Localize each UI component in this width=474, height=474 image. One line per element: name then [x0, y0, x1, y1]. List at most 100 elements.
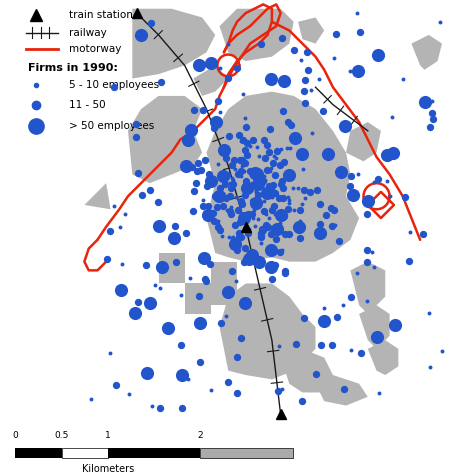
Point — [208, 386, 215, 394]
Point — [195, 62, 202, 69]
Point — [427, 363, 434, 371]
Point — [229, 181, 237, 188]
Point — [212, 118, 220, 126]
Point — [301, 187, 308, 194]
Point — [238, 201, 246, 208]
Point — [219, 172, 227, 180]
Point — [239, 91, 247, 98]
Point — [313, 187, 320, 194]
Point — [204, 211, 212, 219]
Point — [251, 198, 258, 206]
Point — [286, 230, 293, 237]
Point — [226, 192, 234, 200]
Point — [317, 341, 324, 349]
Point — [428, 97, 435, 105]
Point — [199, 196, 207, 203]
Point — [216, 184, 223, 192]
Point — [266, 243, 274, 251]
Point — [320, 304, 328, 312]
Point — [273, 236, 280, 243]
Point — [233, 353, 240, 360]
Polygon shape — [193, 65, 228, 96]
Point — [375, 389, 383, 397]
Point — [301, 195, 309, 202]
Polygon shape — [211, 262, 237, 305]
Point — [228, 235, 236, 242]
Point — [292, 340, 300, 347]
Point — [224, 40, 231, 48]
Point — [125, 391, 133, 398]
Point — [211, 192, 219, 200]
Point — [238, 162, 246, 170]
Point — [260, 186, 267, 194]
Point — [299, 200, 306, 208]
Point — [259, 227, 266, 234]
Point — [294, 220, 301, 228]
Point — [232, 165, 239, 173]
Point — [290, 207, 297, 214]
Point — [267, 75, 275, 82]
Polygon shape — [411, 35, 442, 70]
Point — [233, 389, 241, 397]
Point — [186, 274, 194, 282]
Point — [286, 145, 294, 152]
Point — [137, 31, 145, 39]
Point — [253, 188, 260, 196]
Bar — [15, 448, 62, 458]
Point — [257, 40, 265, 47]
Point — [230, 156, 238, 164]
Text: 5 - 10 employees: 5 - 10 employees — [69, 80, 159, 90]
Text: 11 - 50: 11 - 50 — [69, 100, 106, 109]
Point — [234, 206, 242, 214]
Point — [337, 168, 345, 175]
Point — [265, 214, 273, 222]
Point — [281, 267, 289, 274]
Point — [249, 137, 256, 144]
Point — [236, 214, 244, 222]
Point — [346, 67, 354, 74]
Point — [271, 189, 279, 197]
Point — [217, 319, 225, 327]
Polygon shape — [219, 9, 294, 61]
Point — [199, 106, 207, 114]
Point — [172, 222, 179, 230]
Point — [190, 107, 198, 114]
Point — [242, 191, 249, 199]
Point — [354, 68, 361, 75]
Point — [254, 175, 261, 183]
Point — [383, 177, 391, 184]
Point — [135, 298, 142, 305]
Text: Kilometers: Kilometers — [82, 464, 134, 474]
Text: 0: 0 — [12, 431, 18, 440]
Point — [110, 83, 118, 91]
Point — [370, 178, 378, 185]
Point — [241, 244, 248, 252]
Point — [255, 153, 263, 160]
Point — [280, 212, 288, 220]
Point — [276, 248, 283, 256]
Point — [228, 161, 236, 169]
Point — [299, 150, 306, 158]
Bar — [108, 448, 200, 458]
Point — [237, 197, 245, 205]
Point — [215, 223, 222, 231]
Point — [116, 223, 124, 230]
Point — [283, 144, 291, 152]
Point — [191, 187, 198, 194]
Point — [264, 223, 272, 230]
Point — [276, 210, 284, 218]
Text: Firms in 1990:: Firms in 1990: — [27, 63, 118, 73]
Point — [257, 239, 264, 247]
Point — [260, 173, 268, 180]
Point — [248, 211, 256, 219]
Point — [280, 78, 288, 85]
Point — [210, 209, 217, 217]
Point — [291, 46, 298, 54]
Point — [327, 204, 335, 211]
Point — [300, 165, 307, 173]
Point — [349, 191, 357, 199]
Point — [147, 20, 155, 27]
Point — [250, 206, 258, 214]
Point — [241, 214, 248, 222]
Point — [132, 120, 139, 128]
